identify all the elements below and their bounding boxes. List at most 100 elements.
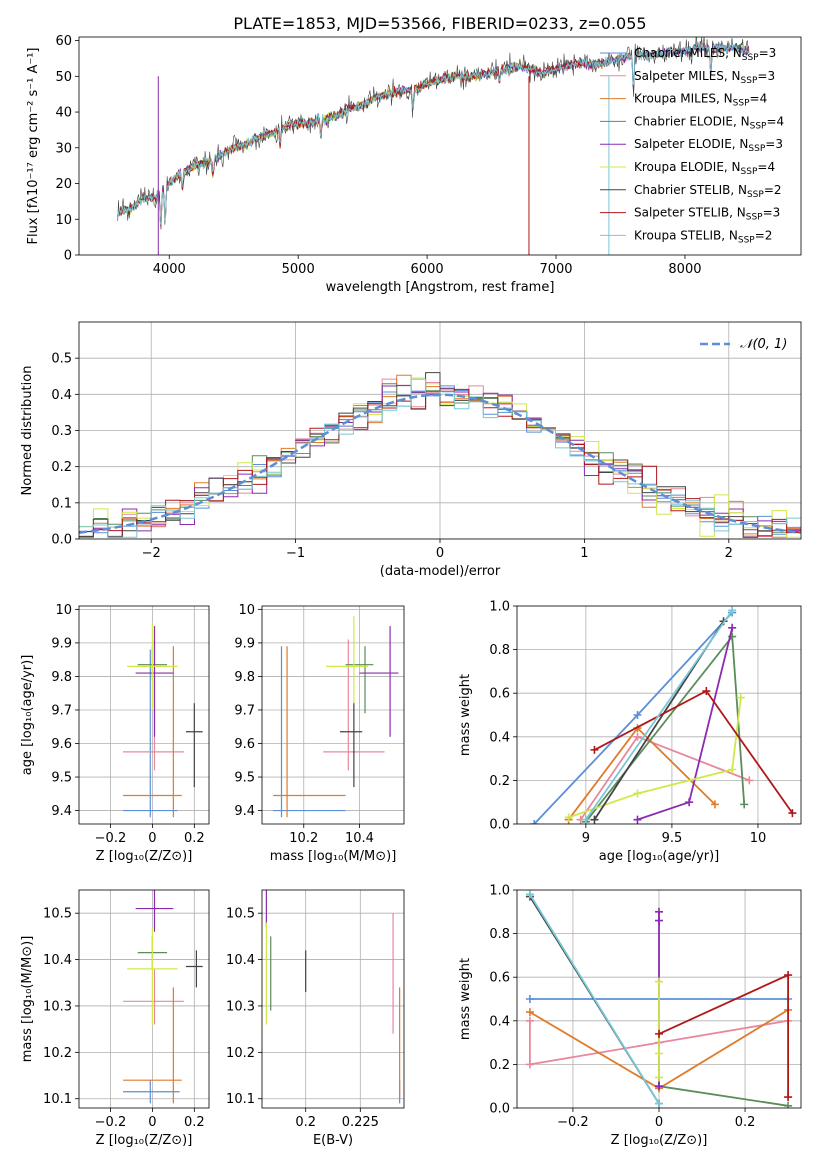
weight-marker [736, 693, 745, 702]
weight-line [585, 609, 733, 821]
y-tick-label: 0.2 [489, 1058, 510, 1073]
legend-label-base: Chabrier ELODIE, N [634, 114, 750, 128]
legend-label-base: Kroupa ELODIE, N [634, 160, 741, 174]
x-tick-label: 10.4 [345, 831, 374, 846]
x-tick-label: −0.2 [95, 831, 127, 846]
spectrum-model-line [117, 61, 531, 228]
y-tick-label: 20 [55, 177, 72, 192]
legend-label: Salpeter STELIB, NSSP=3 [634, 206, 780, 223]
weight-marker [633, 815, 642, 824]
legend-label-sub: SSP [741, 76, 758, 86]
weight-marker [788, 809, 797, 818]
legend-label-sub: SSP [746, 213, 763, 223]
legend-label-sub: SSP [750, 121, 767, 131]
x-tick-label: 0.2 [295, 1115, 316, 1130]
legend-label-base: Salpeter ELODIE, N [634, 137, 748, 151]
y-tick-label: 0.0 [489, 818, 510, 833]
y-tick-label: 9.8 [51, 670, 72, 685]
weight-marker [728, 765, 737, 774]
plot-area [262, 606, 404, 824]
weight-marker [525, 1016, 534, 1025]
y-tick-label: 10.4 [43, 953, 72, 968]
axes-frame [78, 605, 210, 825]
weight-marker [784, 1101, 793, 1108]
weight-marker [564, 813, 573, 822]
weight-line [529, 1019, 789, 1066]
normal-pdf-curve [79, 393, 801, 534]
plot-area [262, 890, 404, 1108]
y-tick-label: 50 [55, 70, 72, 85]
x-tick-label: 0.225 [342, 1115, 379, 1130]
plot-area [79, 606, 209, 824]
axes-frame [516, 605, 802, 825]
weight-line [658, 973, 789, 1098]
y-tick-label: 0.6 [489, 687, 510, 702]
y-tick-label: 10 [55, 213, 72, 228]
legend-label-tail: =3 [765, 137, 783, 151]
legend-label-tail: =3 [763, 206, 781, 220]
y-tick-label: 0 [64, 249, 72, 264]
panel-mass-vs-EBV: 0.2 0.225 10.1 10.2 10.3 10.4 10.5 E(B-V) [226, 889, 405, 1148]
y-axis-label: Normed distribution [20, 366, 35, 496]
legend-label-base: Chabrier STELIB, N [634, 183, 747, 197]
legend-label: Kroupa ELODIE, NSSP=4 [634, 160, 775, 177]
weight-marker [590, 745, 599, 754]
weight-marker [530, 820, 539, 824]
y-tick-label: 40 [55, 106, 72, 121]
plot-area [517, 606, 801, 824]
spectrum-model-line [117, 42, 750, 225]
x-axis-label: E(B-V) [313, 1133, 353, 1148]
legend-label: Chabrier MILES, NSSP=3 [634, 46, 776, 63]
plot-area [79, 322, 801, 539]
axes-frame [261, 605, 405, 825]
axes-frame [78, 36, 802, 256]
legend-label-base: Salpeter MILES, N [634, 69, 741, 83]
y-axis-label: mass weight [458, 958, 473, 1040]
weight-marker [655, 1082, 663, 1091]
x-tick-label: 7000 [539, 262, 572, 277]
weight-marker [633, 732, 642, 741]
x-tick-label: −2 [142, 546, 161, 561]
x-tick-label: 1 [580, 546, 588, 561]
weight-line [529, 893, 660, 1105]
weight-marker [655, 1073, 663, 1082]
panel-residual-histogram: −2 −1 0 1 2 0.0 0.1 0.2 0.3 0.4 0.5 (data-model)/er… [20, 321, 802, 579]
x-tick-label: −0.2 [557, 1115, 589, 1130]
weight-line [658, 1085, 789, 1107]
weight-line [637, 627, 734, 821]
legend-label-sub: SSP [738, 235, 755, 245]
panel-age-vs-mass: 10.2 10.4 9.4 9.5 9.6 9.7 9.8 9.9 10 mass [log₁₀(… [234, 603, 405, 864]
panel-age-vs-Z: −0.2 0 0.2 9.4 9.5 9.6 9.7 9.8 9.9 10 Z [log₁₀(Z/Z… [20, 603, 210, 864]
x-axis-label: (data-model)/error [380, 564, 501, 579]
legend-label-base: Chabrier MILES, N [634, 46, 742, 60]
panel-mass-vs-Z: −0.2 0 0.2 10.1 10.2 10.3 10.4 10.5 Z [log₁₀(Z/Z… [20, 889, 210, 1148]
y-tick-label: 0.1 [51, 496, 72, 511]
weight-marker [525, 890, 534, 899]
plot-area [79, 890, 209, 1108]
x-tick-label: −0.2 [95, 1115, 127, 1130]
legend-label-sub: SSP [733, 99, 750, 109]
legend-label: Salpeter ELODIE, NSSP=3 [634, 137, 783, 154]
legend-label: Chabrier ELODIE, NSSP=4 [634, 114, 784, 131]
weight-marker [740, 800, 749, 809]
weight-marker [525, 995, 534, 1003]
y-tick-label: 0.8 [489, 643, 510, 658]
y-tick-label: 10.2 [226, 1046, 255, 1061]
y-tick-label: 0.4 [489, 1014, 510, 1029]
y-tick-label: 9.5 [51, 771, 72, 786]
weight-marker [655, 1049, 663, 1058]
legend-label-base: Kroupa STELIB, N [634, 228, 738, 242]
x-tick-label: 8000 [668, 262, 701, 277]
weight-marker [710, 800, 719, 809]
x-tick-label: 4000 [153, 262, 186, 277]
weight-marker [525, 1008, 534, 1017]
y-tick-label: 9.9 [51, 636, 72, 651]
y-axis-label: mass [log₁₀(M/M⊙)] [20, 936, 35, 1063]
y-tick-label: 60 [55, 34, 72, 49]
weight-marker [633, 789, 642, 798]
weight-marker [525, 1060, 534, 1069]
weight-marker [655, 916, 663, 925]
x-tick-label: −1 [286, 546, 305, 561]
weight-marker [728, 623, 737, 632]
